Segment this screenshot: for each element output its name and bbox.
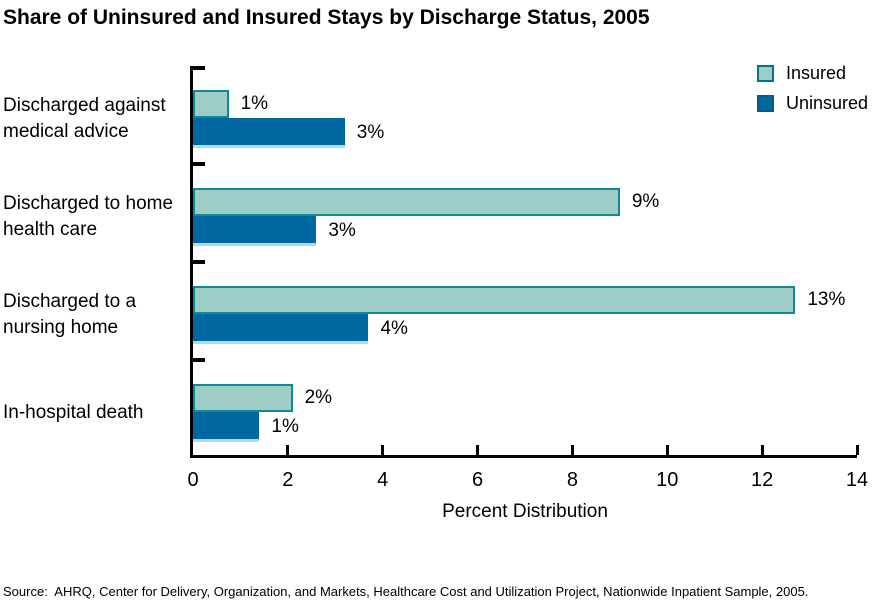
category-tick	[193, 358, 205, 362]
bar-value-label: 3%	[328, 220, 356, 241]
x-axis-tick	[855, 445, 859, 455]
x-tick-label: 4	[377, 469, 389, 491]
uninsured-swatch-icon	[757, 95, 774, 112]
category-tick	[193, 162, 205, 166]
x-axis-tick	[665, 445, 669, 455]
x-tick-label: 12	[751, 469, 774, 491]
legend-item: Uninsured	[757, 93, 869, 113]
bar-insured	[193, 384, 293, 412]
x-axis-title: Percent Distribution	[442, 501, 608, 522]
bar-uninsured	[193, 412, 260, 442]
legend-label: Insured	[786, 63, 847, 83]
bar-insured	[193, 188, 620, 216]
x-axis-tick	[476, 445, 480, 455]
category-tick	[193, 66, 205, 70]
category-tick	[193, 260, 205, 264]
bar-value-label: 1%	[271, 416, 299, 437]
bar-value-label: 13%	[807, 289, 846, 310]
legend-item: Insured	[757, 63, 868, 83]
bar-value-label: 9%	[631, 191, 660, 212]
category-label: Discharged to a nursing home	[3, 291, 137, 338]
x-tick-label: 10	[656, 469, 679, 491]
x-axis-tick	[381, 445, 385, 455]
category-label: Discharged to home health care	[3, 193, 174, 240]
x-tick-label: 0	[187, 469, 199, 491]
x-axis-tick	[760, 445, 764, 455]
legend: Insured Uninsured	[757, 63, 869, 125]
bar-value-label: 4%	[380, 318, 408, 339]
category-label: In-hospital death	[3, 402, 144, 423]
source-note: Source: AHRQ, Center for Delivery, Organ…	[3, 584, 809, 599]
bar-uninsured	[193, 314, 369, 344]
category-label: Discharged against medical advice	[3, 95, 166, 142]
bar-value-label: 3%	[356, 122, 385, 143]
bar-insured	[193, 90, 229, 118]
bar-uninsured	[193, 216, 317, 246]
bar-value-label: 1%	[240, 93, 269, 114]
x-tick-label: 14	[845, 469, 869, 491]
plot-area: 1% 3% 9% 3% 13% 4% 2% 1%	[190, 66, 859, 458]
insured-swatch-icon	[757, 65, 774, 82]
x-tick-label: 2	[282, 469, 294, 491]
x-axis-tick	[286, 445, 290, 455]
x-axis-tick	[570, 445, 574, 455]
x-tick-label: 6	[472, 469, 484, 491]
x-tick-label: 8	[566, 469, 578, 491]
bar-uninsured	[193, 118, 345, 148]
chart-title: Share of Uninsured and Insured Stays by …	[3, 6, 650, 29]
bar-value-label: 2%	[304, 387, 333, 408]
bar-insured	[193, 286, 796, 314]
legend-label: Uninsured	[786, 93, 869, 113]
